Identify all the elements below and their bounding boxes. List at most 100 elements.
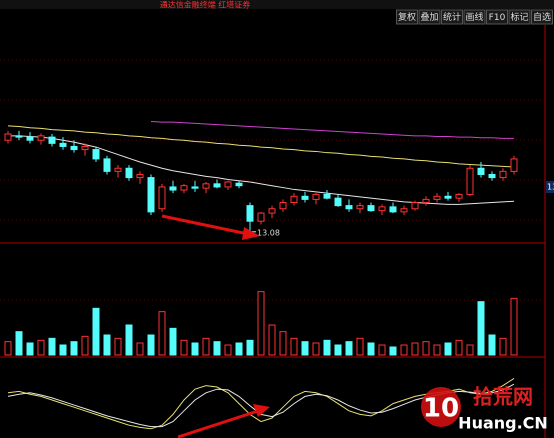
- candle-body: [26, 136, 34, 141]
- candle-body: [422, 198, 430, 204]
- candle-body: [158, 186, 166, 210]
- volume-bar: [125, 324, 133, 356]
- volume-bar: [455, 339, 463, 356]
- toolbar: 复权 叠加 统计 画线 F10 标记 自选: [396, 9, 553, 25]
- candle-body: [246, 205, 254, 222]
- volume-bar: [92, 307, 100, 356]
- volume-bar: [48, 337, 56, 356]
- candle-body: [345, 205, 353, 210]
- candle-body: [224, 181, 232, 188]
- toolbar-button[interactable]: [508, 9, 531, 25]
- candle-body: [202, 183, 210, 189]
- candle-body: [169, 186, 177, 191]
- candle-body: [356, 205, 364, 210]
- candle-body: [334, 197, 342, 207]
- watermark-name: 拾荒网: [473, 385, 533, 409]
- candle-body: [455, 193, 463, 199]
- candle-body: [147, 177, 155, 213]
- candle-body: [499, 170, 507, 179]
- candle-body: [378, 206, 386, 212]
- volume-bar: [389, 346, 397, 356]
- candle-body: [312, 193, 320, 200]
- volume-bar: [180, 339, 188, 356]
- candle-body: [114, 167, 122, 172]
- volume-bar: [433, 344, 441, 356]
- volume-bar: [510, 297, 518, 356]
- candle-body: [301, 195, 309, 200]
- volume-bar: [345, 341, 353, 356]
- volume-bar: [59, 344, 67, 356]
- volume-bar: [290, 337, 298, 356]
- candle-body: [477, 167, 485, 175]
- toolbar-button[interactable]: [486, 9, 508, 25]
- volume-bar: [224, 344, 232, 356]
- toolbar-button[interactable]: [531, 9, 553, 25]
- toolbar-button[interactable]: [418, 9, 441, 25]
- toolbar-button-label[interactable]: 画线: [465, 11, 483, 23]
- moving-average-line: [8, 135, 515, 205]
- candle-body: [125, 167, 133, 179]
- watermark-logo: [421, 387, 461, 427]
- volume-bar: [103, 334, 111, 356]
- volume-bar: [356, 337, 364, 356]
- candle-body: [81, 145, 89, 151]
- volume-bar: [477, 301, 485, 356]
- candle-body: [367, 205, 375, 212]
- volume-bar: [301, 341, 309, 356]
- candle-body: [510, 158, 518, 172]
- arrow-head: [253, 404, 270, 417]
- watermark-site: Huang.CN: [458, 414, 548, 433]
- toolbar-button-label[interactable]: 复权: [398, 11, 416, 23]
- title-bar: [0, 0, 554, 9]
- volume-bar: [70, 341, 78, 356]
- volume-bar: [257, 291, 265, 356]
- watermark-number: 10: [423, 394, 459, 424]
- candle-body: [235, 182, 243, 187]
- volume-bar: [367, 342, 375, 356]
- candle-body: [191, 186, 199, 189]
- candle-body: [389, 206, 397, 213]
- toolbar-button-label[interactable]: 自选: [533, 11, 551, 23]
- candle-body: [48, 136, 56, 144]
- volume-bar: [26, 342, 34, 356]
- volume-bar: [147, 334, 155, 356]
- volume-bar: [169, 327, 177, 356]
- toolbar-button-label[interactable]: 统计: [443, 11, 461, 23]
- volume-bar: [499, 337, 507, 356]
- price-tag-box: [546, 181, 554, 193]
- toolbar-button-label[interactable]: F10: [489, 13, 506, 23]
- toolbar-button[interactable]: [441, 9, 463, 25]
- arrow-line: [161, 214, 249, 236]
- candle-body: [323, 193, 331, 199]
- candle-body: [92, 149, 100, 160]
- volume-bar: [246, 339, 254, 356]
- volume-bar: [15, 331, 23, 356]
- candle-body: [4, 133, 12, 141]
- candle-body: [136, 173, 144, 179]
- volume-bar: [466, 344, 474, 356]
- volume-bar: [81, 335, 89, 356]
- candle-body: [400, 208, 408, 213]
- candle-body: [488, 173, 496, 179]
- volume-bar: [444, 342, 452, 356]
- arrows: [161, 214, 270, 438]
- candle-body: [59, 142, 67, 147]
- volume-bar: [312, 342, 320, 356]
- candle-body: [180, 185, 188, 191]
- candle-body: [37, 135, 45, 141]
- volume-bar: [114, 337, 122, 356]
- toolbar-button-label[interactable]: 标记: [510, 11, 528, 23]
- volume-bar: [334, 344, 342, 356]
- volume-bar: [378, 344, 386, 356]
- grid: [0, 59, 545, 301]
- toolbar-button[interactable]: [463, 9, 486, 25]
- toolbar-button[interactable]: [396, 9, 418, 25]
- volume-bar: [235, 342, 243, 356]
- volume-bar: [400, 344, 408, 356]
- volume-bar: [136, 342, 144, 356]
- toolbar-button-label[interactable]: 叠加: [420, 12, 438, 23]
- candle-body: [103, 158, 111, 172]
- candle-body: [433, 195, 441, 200]
